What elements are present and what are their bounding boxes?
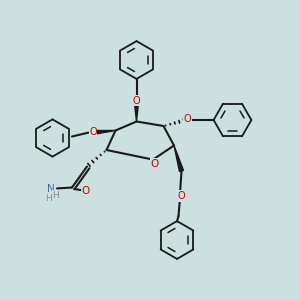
Text: O: O (89, 127, 97, 137)
Text: N: N (46, 184, 54, 194)
Text: O: O (133, 95, 140, 106)
Text: O: O (183, 114, 191, 124)
Polygon shape (134, 102, 139, 122)
Text: O: O (178, 191, 185, 201)
Text: H: H (46, 194, 52, 203)
Polygon shape (174, 146, 184, 172)
Text: O: O (81, 185, 90, 196)
Polygon shape (91, 130, 116, 135)
Text: O: O (150, 159, 159, 169)
Text: H: H (52, 190, 59, 200)
